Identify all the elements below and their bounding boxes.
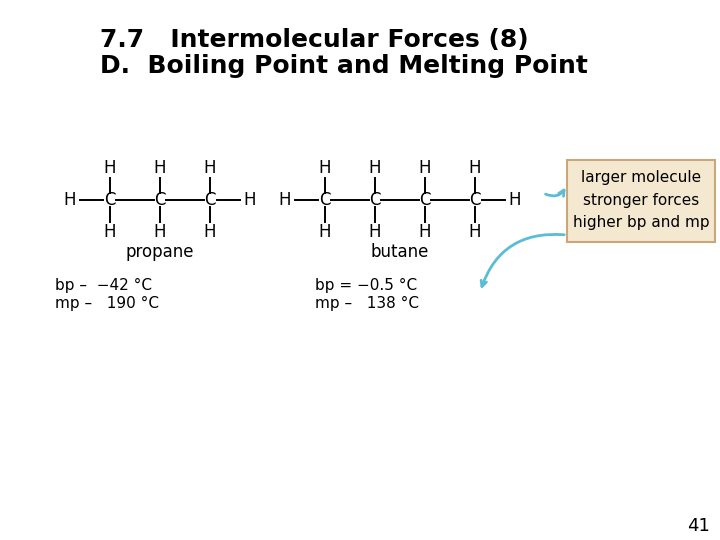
Text: H: H xyxy=(279,191,292,209)
Text: mp –   190 °C: mp – 190 °C xyxy=(55,295,159,310)
Text: H: H xyxy=(104,159,116,177)
Text: H: H xyxy=(154,159,166,177)
Text: H: H xyxy=(244,191,256,209)
Text: H: H xyxy=(469,159,481,177)
Text: C: C xyxy=(104,191,116,209)
Text: C: C xyxy=(154,191,166,209)
Text: C: C xyxy=(469,191,481,209)
Text: H: H xyxy=(369,223,382,241)
Text: 41: 41 xyxy=(687,517,709,535)
Text: 7.7   Intermolecular Forces (8): 7.7 Intermolecular Forces (8) xyxy=(100,28,528,52)
Text: propane: propane xyxy=(126,243,194,261)
Text: D.  Boiling Point and Melting Point: D. Boiling Point and Melting Point xyxy=(100,54,588,78)
Text: H: H xyxy=(419,159,431,177)
Text: H: H xyxy=(154,223,166,241)
Text: H: H xyxy=(509,191,521,209)
Text: H: H xyxy=(204,223,216,241)
Text: H: H xyxy=(469,223,481,241)
Text: bp –  −42 °C: bp – −42 °C xyxy=(55,278,152,293)
Text: H: H xyxy=(369,159,382,177)
Text: C: C xyxy=(319,191,330,209)
Text: butane: butane xyxy=(371,243,429,261)
Text: C: C xyxy=(369,191,381,209)
Text: H: H xyxy=(419,223,431,241)
Text: C: C xyxy=(204,191,216,209)
Text: H: H xyxy=(319,159,331,177)
Text: H: H xyxy=(319,223,331,241)
Text: mp –   138 °C: mp – 138 °C xyxy=(315,295,419,310)
Text: bp = −0.5 °C: bp = −0.5 °C xyxy=(315,278,417,293)
Text: H: H xyxy=(204,159,216,177)
Text: H: H xyxy=(104,223,116,241)
Text: H: H xyxy=(64,191,76,209)
FancyBboxPatch shape xyxy=(567,160,715,242)
Text: C: C xyxy=(419,191,431,209)
Text: larger molecule
stronger forces
higher bp and mp: larger molecule stronger forces higher b… xyxy=(572,170,709,230)
